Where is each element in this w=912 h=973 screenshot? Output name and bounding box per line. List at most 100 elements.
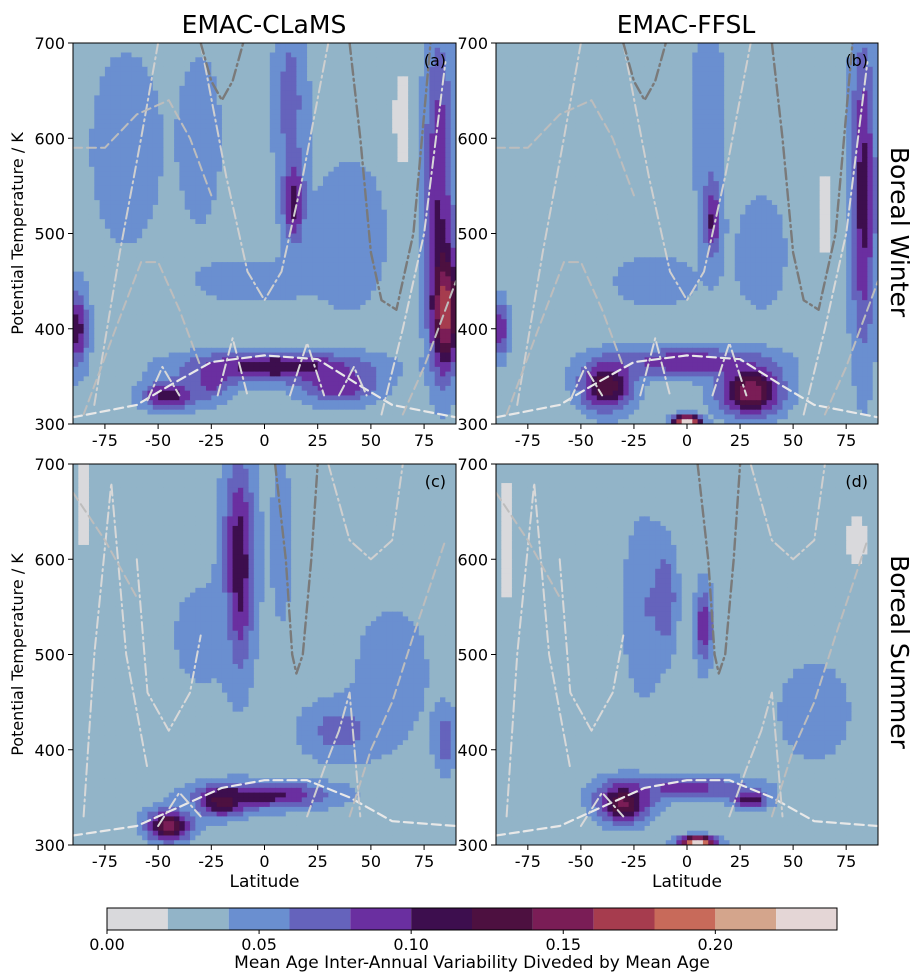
contour-cell bbox=[312, 204, 319, 211]
contour-cell bbox=[152, 371, 159, 377]
contour-cell bbox=[73, 66, 79, 73]
contour-cell bbox=[328, 281, 335, 287]
contour-cell bbox=[253, 43, 260, 49]
contour-cell bbox=[376, 204, 383, 211]
contour-cell bbox=[269, 219, 276, 225]
contour-cell bbox=[291, 128, 298, 135]
contour-cell bbox=[259, 209, 266, 216]
contour-cell bbox=[440, 119, 446, 125]
contour-cell bbox=[445, 333, 452, 339]
contour-cell bbox=[285, 290, 292, 297]
contour-cell bbox=[221, 81, 228, 87]
contour-cell bbox=[291, 252, 298, 258]
contour-cell bbox=[243, 247, 250, 254]
contour-cell bbox=[152, 281, 159, 287]
contour-cell bbox=[211, 162, 218, 168]
contour-cell bbox=[259, 66, 266, 73]
contour-cell bbox=[275, 319, 282, 325]
contour-cell bbox=[243, 233, 250, 239]
contour-cell bbox=[73, 252, 79, 258]
contour-cell bbox=[440, 309, 446, 316]
contour-cell bbox=[158, 181, 165, 187]
contour-cell bbox=[307, 328, 313, 335]
contour-cell bbox=[365, 357, 372, 363]
contour-cell bbox=[307, 157, 313, 163]
contour-cell bbox=[354, 219, 361, 225]
contour-cell bbox=[78, 328, 85, 335]
contour-cell bbox=[136, 195, 143, 201]
contour-cell bbox=[120, 76, 127, 82]
contour-cell bbox=[152, 181, 159, 187]
contour-cell bbox=[354, 95, 361, 101]
contour-cell bbox=[190, 147, 196, 154]
contour-cell bbox=[312, 190, 319, 196]
contour-cell bbox=[269, 147, 276, 154]
contour-cell bbox=[429, 357, 436, 363]
contour-cell bbox=[275, 228, 282, 235]
contour-cell bbox=[237, 357, 244, 363]
contour-cell bbox=[216, 66, 223, 73]
contour-cell bbox=[104, 257, 111, 263]
contour-cell bbox=[179, 95, 186, 101]
contour-cell bbox=[174, 343, 180, 349]
contour-cell bbox=[285, 228, 292, 235]
contour-cell bbox=[83, 162, 90, 168]
contour-cell bbox=[381, 200, 388, 206]
contour-cell bbox=[104, 333, 111, 339]
contour-cell bbox=[136, 90, 143, 96]
contour-cell bbox=[110, 314, 117, 320]
contour-cell bbox=[142, 190, 149, 196]
contour-cell bbox=[253, 157, 260, 163]
contour-cell bbox=[158, 123, 165, 130]
contour-cell bbox=[195, 314, 202, 320]
contour-cell bbox=[333, 357, 340, 363]
contour-cell bbox=[168, 333, 175, 339]
contour-cell bbox=[386, 357, 393, 363]
contour-cell bbox=[147, 109, 154, 116]
contour-cell bbox=[221, 309, 228, 316]
contour-cell bbox=[120, 238, 127, 244]
contour-cell bbox=[344, 304, 351, 311]
contour-cell bbox=[285, 243, 292, 249]
contour-cell bbox=[142, 157, 149, 163]
contour-cell bbox=[78, 104, 85, 111]
contour-cell bbox=[296, 238, 303, 244]
contour-cell bbox=[280, 204, 287, 211]
contour-cell bbox=[424, 323, 430, 330]
contour-cell bbox=[434, 204, 441, 211]
contour-cell bbox=[450, 190, 456, 196]
contour-cell bbox=[237, 223, 244, 230]
contour-cell bbox=[402, 204, 409, 211]
contour-cell bbox=[174, 85, 180, 92]
contour-cell bbox=[280, 66, 287, 73]
contour-cell bbox=[158, 119, 165, 125]
contour-cell bbox=[174, 333, 180, 339]
contour-cell bbox=[190, 347, 196, 354]
contour-cell bbox=[232, 314, 239, 320]
contour-cell bbox=[163, 319, 170, 325]
contour-cell bbox=[136, 252, 143, 258]
contour-cell bbox=[221, 252, 228, 258]
contour-cell bbox=[259, 100, 266, 106]
contour-cell bbox=[370, 200, 377, 206]
contour-cell bbox=[440, 285, 446, 292]
contour-cell bbox=[269, 104, 276, 111]
contour-cell bbox=[152, 162, 159, 168]
contour-cell bbox=[184, 81, 191, 87]
contour-cell bbox=[104, 195, 111, 201]
contour-cell bbox=[429, 143, 436, 149]
contour-cell bbox=[110, 247, 117, 254]
contour-cell bbox=[248, 243, 255, 249]
contour-cell bbox=[253, 362, 260, 368]
contour-cell bbox=[227, 123, 234, 130]
contour-cell bbox=[275, 52, 282, 58]
contour-cell bbox=[221, 181, 228, 187]
contour-cell bbox=[381, 238, 388, 244]
contour-cell bbox=[365, 147, 372, 154]
contour-cell bbox=[179, 152, 186, 158]
contour-cell bbox=[104, 71, 111, 77]
contour-cell bbox=[131, 147, 138, 154]
contour-cell bbox=[147, 52, 154, 58]
contour-cell bbox=[88, 300, 95, 306]
contour-cell bbox=[392, 62, 399, 68]
